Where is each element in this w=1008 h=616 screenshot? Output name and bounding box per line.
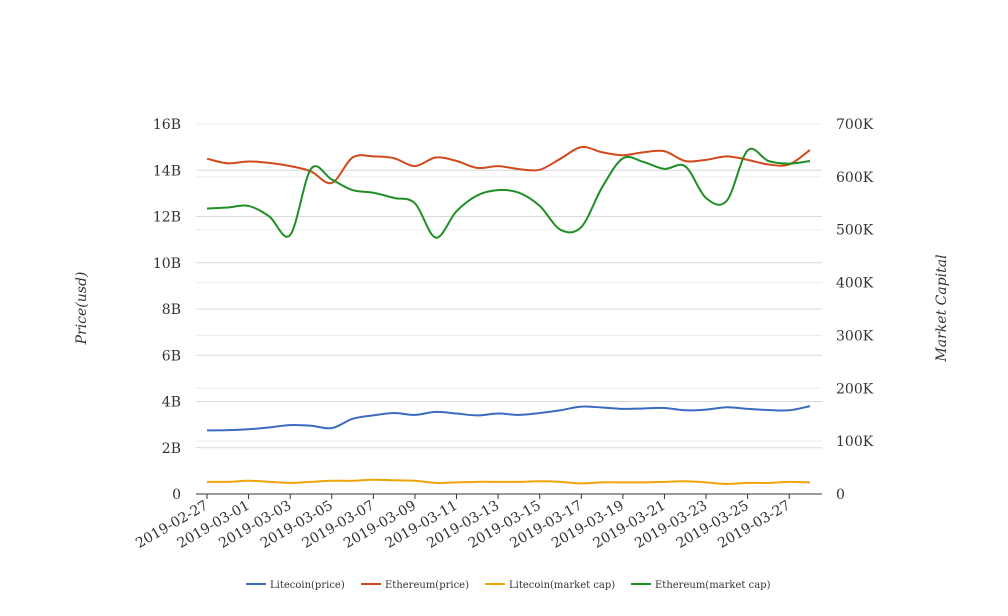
legend-label-ethereum-market-cap: Ethereum(market cap) [655,580,771,591]
series-lines [206,145,811,485]
series-line-litecoin-market-cap [206,478,811,485]
left-tick-label: 10B [153,256,181,272]
right-tick-label: 200K [836,381,874,397]
right-axis-title: Market Capital [934,254,950,362]
legend-label-litecoin-market-cap: Litecoin(market cap) [509,580,615,591]
right-tick-label: 0 [836,487,845,503]
right-tick-label: 500K [836,223,874,239]
right-tick-label: 100K [836,434,874,450]
left-tick-label: 4B [162,395,181,411]
left-tick-label: 8B [162,302,181,318]
gridlines [196,123,822,495]
x-axis-ticks: 2019-02-272019-03-012019-03-032019-03-05… [133,494,793,552]
left-tick-label: 12B [153,210,181,226]
series-line-ethereum-price [206,145,811,185]
legend: Litecoin(price) Ethereum(price) Litecoin(m… [246,580,771,591]
left-tick-label: 16B [153,117,181,133]
legend-label-ethereum-price: Ethereum(price) [385,580,469,591]
right-tick-label: 700K [836,117,874,133]
right-tick-label: 600K [836,170,874,186]
left-axis-ticks: 0 2B 4B 6B 8B 10B 12B 14B 16B [153,117,181,503]
left-axis-title: Price(usd) [74,272,90,346]
left-tick-label: 14B [153,163,181,179]
right-axis-ticks: 0 100K 200K 300K 400K 500K 600K 700K [836,117,874,503]
left-tick-label: 6B [162,348,181,364]
right-tick-label: 300K [836,328,874,344]
left-tick-label: 2B [162,441,181,457]
series-line-ethereum-market-cap [206,147,811,239]
right-tick-label: 400K [836,276,874,292]
series-line-litecoin-price [206,405,811,432]
legend-label-litecoin-price: Litecoin(price) [270,580,345,591]
left-tick-label: 0 [172,487,181,503]
